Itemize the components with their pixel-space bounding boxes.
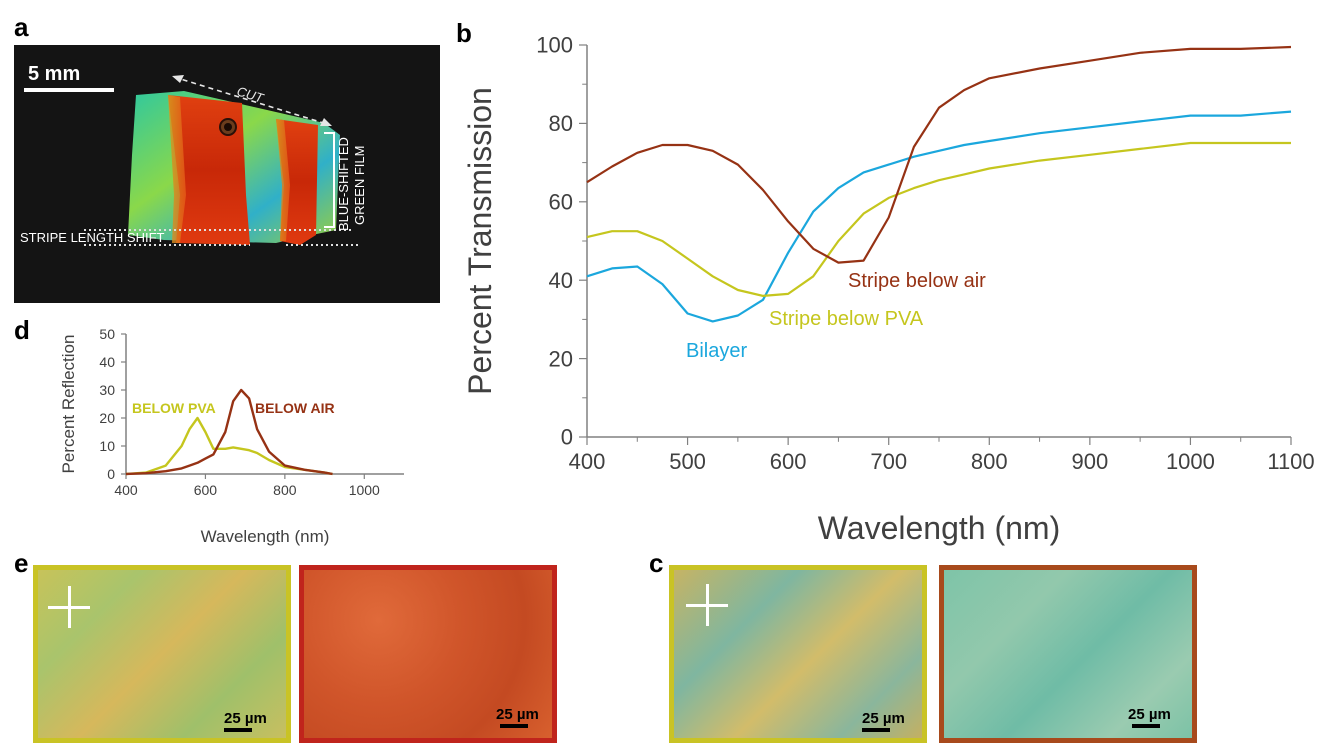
series-line-bilayer (586, 110, 1292, 323)
x-tick-label: 400 (569, 449, 606, 474)
scale-bar-c2 (1132, 724, 1160, 728)
y-tick-label: 20 (549, 346, 573, 371)
scale-label-a: 5 mm (28, 63, 80, 85)
x-tick-label: 600 (770, 449, 807, 474)
series-label-stripe-below-air: Stripe below air (848, 270, 986, 292)
panel-letter-a: a (14, 12, 29, 42)
x-tick-label: 800 (971, 449, 1008, 474)
photo-sample-film: 5 mm CUT STRIPE LENGTH SHIFT BLUE-SHIFTE… (14, 45, 440, 303)
film-bracket (324, 132, 335, 228)
y-tick-label: 40 (99, 354, 115, 370)
series-label-bilayer: Bilayer (686, 340, 747, 362)
x-tick-label: 400 (114, 482, 138, 498)
micrograph-e-below-pva: 25 µm (33, 565, 291, 743)
scale-label-c2: 25 µm (1128, 706, 1171, 723)
x-axis-label: Wavelength (nm) (201, 527, 330, 546)
micrograph-c-bilayer: 25 µm (669, 565, 927, 743)
y-tick-label: 80 (549, 111, 573, 136)
panel-letter-e: e (14, 548, 29, 578)
chart-reflection: 400 600 800 1000 0 10 20 30 40 50 Wavelength (nm) P… (59, 326, 404, 546)
series-line-below-air (125, 388, 333, 476)
stripe-length-label: STRIPE LENGTH SHIFT (20, 230, 165, 245)
x-tick-label: 500 (669, 449, 706, 474)
cut-arrow (173, 76, 331, 126)
scale-bar-c1 (862, 728, 890, 732)
micrograph-c-green-film: 25 µm (939, 565, 1197, 743)
y-axis-label: Percent Transmission (462, 87, 498, 395)
panel-letter-d: d (14, 315, 30, 345)
micrograph-e-below-air: 25 µm (299, 565, 557, 743)
scale-label-c1: 25 µm (862, 710, 905, 727)
series-label-below-air: BELOW AIR (255, 400, 335, 416)
sample-film-illustration: 5 mm CUT STRIPE LENGTH SHIFT BLUE-SHIFTE… (20, 63, 367, 246)
y-tick-label: 10 (99, 438, 115, 454)
y-tick-label: 20 (99, 410, 115, 426)
y-tick-label: 0 (561, 425, 573, 450)
scale-bar-e2 (500, 724, 528, 728)
y-tick-label: 40 (549, 268, 573, 293)
charts-canvas: 400 500 600 700 800 900 1000 1100020406080100Wa… (59, 33, 1315, 546)
y-tick-label: 50 (99, 326, 115, 342)
film-label-line2: GREEN FILM (352, 146, 367, 225)
x-tick-label: 600 (194, 482, 218, 498)
x-tick-label: 1100 (1267, 449, 1314, 474)
x-tick-label: 800 (273, 482, 297, 498)
film-red-stripe-2-edge (276, 119, 290, 241)
film-red-stripe-1-edge (168, 95, 186, 243)
y-axis-label: Percent Reflection (59, 335, 78, 474)
y-tick-label: 60 (549, 190, 573, 215)
film-label-line1: BLUE-SHIFTED (336, 137, 351, 231)
panel-letter-b: b (456, 18, 472, 48)
x-tick-label: 900 (1071, 449, 1108, 474)
y-tick-label: 100 (536, 33, 573, 58)
scale-bar-e1 (224, 728, 252, 732)
series-label-below-pva: BELOW PVA (132, 400, 216, 416)
series-line-stripe-below-air (586, 45, 1292, 264)
scale-label-e1: 25 µm (224, 710, 267, 727)
series-label-stripe-below-pva: Stripe below PVA (769, 308, 924, 330)
panel-letter-c: c (649, 548, 664, 578)
chart-transmission: 400 500 600 700 800 900 1000 1100 0 20 40 60 80 100 Wa… (462, 33, 1315, 546)
scale-bar-a (24, 88, 114, 92)
y-tick-label: 0 (107, 466, 115, 482)
x-axis-label: Wavelength (nm) (818, 510, 1060, 546)
series-line-below-pva (125, 416, 333, 476)
scale-label-e2: 25 µm (496, 706, 539, 723)
y-tick-label: 30 (99, 382, 115, 398)
series-line-stripe-below-pva (586, 141, 1291, 297)
x-tick-label: 1000 (349, 482, 380, 498)
x-tick-label: 700 (870, 449, 907, 474)
x-tick-label: 1000 (1166, 449, 1215, 474)
